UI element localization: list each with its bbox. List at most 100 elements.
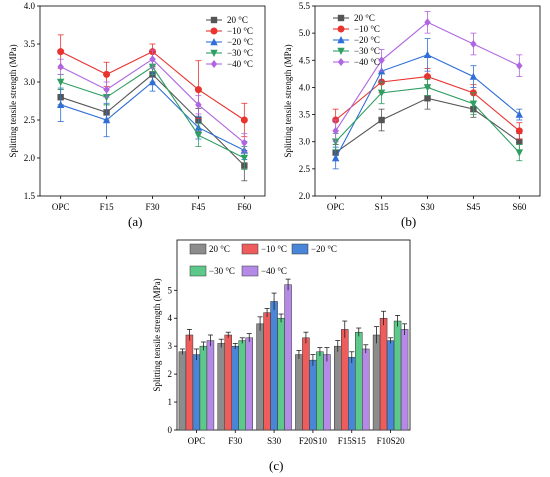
line-chart-b: 2.0 2.5 3.0 3.5 4.0 4.5 5.0 5.5 OPC S15 S30 S45 S60 S… bbox=[283, 1, 541, 212]
bar bbox=[334, 345, 342, 431]
legend: 20 °C −10 °C −20 °C −30 °C −40 °C bbox=[189, 243, 337, 277]
y-tick-label: 0 bbox=[168, 425, 173, 435]
data-point bbox=[57, 62, 64, 71]
legend-marker bbox=[210, 38, 218, 46]
bar bbox=[372, 334, 381, 431]
legend-marker bbox=[210, 27, 218, 35]
legend-label: −20 °C bbox=[227, 37, 253, 47]
series-line bbox=[60, 81, 245, 151]
x-tick-label: S45 bbox=[466, 202, 481, 212]
data-point bbox=[56, 78, 65, 86]
x-tick-label: OPC bbox=[52, 202, 70, 212]
data-point bbox=[516, 61, 523, 70]
bar bbox=[206, 340, 215, 431]
bar bbox=[355, 331, 363, 431]
x-tick-label: F20S10 bbox=[299, 436, 328, 446]
bar bbox=[379, 317, 388, 431]
x-tick-label: OPC bbox=[327, 202, 345, 212]
data-point bbox=[424, 73, 431, 81]
data-point bbox=[241, 138, 248, 147]
bar bbox=[295, 354, 303, 431]
y-tick-label: 3.0 bbox=[24, 77, 36, 87]
panel-label-b: (b) bbox=[401, 214, 417, 229]
chart-panel-c: 0 1 2 3 4 5 OPC F30 S30 F20S10 F15S15 F10S20 Splitti… bbox=[140, 235, 415, 477]
x-tick-label: F60 bbox=[237, 202, 252, 212]
data-point bbox=[470, 40, 477, 48]
bar bbox=[316, 351, 324, 431]
x-tick-label: F15S15 bbox=[338, 436, 367, 446]
y-axis-label: Splitting tensile strength (MPa) bbox=[283, 44, 293, 157]
y-tick-label: 2.5 bbox=[24, 115, 36, 125]
y-tick-label: 3.5 bbox=[299, 110, 311, 120]
bar bbox=[400, 329, 409, 431]
data-point bbox=[194, 86, 202, 94]
y-tick-label: 2.5 bbox=[299, 164, 311, 174]
legend-marker bbox=[337, 36, 345, 44]
legend-marker bbox=[337, 58, 345, 66]
bar bbox=[199, 345, 208, 431]
bar bbox=[217, 343, 225, 431]
data-point bbox=[377, 89, 386, 97]
legend-label: −20 °C bbox=[311, 244, 337, 254]
panel-label-c: (c) bbox=[269, 458, 284, 473]
data-point bbox=[424, 18, 431, 27]
y-tick-label: 4.0 bbox=[299, 82, 311, 92]
data-point bbox=[149, 55, 156, 64]
legend-marker bbox=[337, 47, 345, 55]
legend-marker bbox=[337, 14, 345, 22]
data-point bbox=[423, 50, 432, 59]
legend-label: −30 °C bbox=[354, 46, 380, 56]
y-tick-label: 3 bbox=[168, 341, 173, 351]
data-point bbox=[240, 154, 249, 162]
data-point bbox=[332, 126, 339, 135]
x-tick-label: F30 bbox=[228, 436, 243, 446]
data-point bbox=[469, 100, 478, 108]
data-point bbox=[331, 154, 340, 162]
bar bbox=[185, 334, 194, 431]
legend-marker bbox=[210, 16, 218, 24]
bar bbox=[386, 340, 395, 431]
legend-swatch bbox=[241, 265, 259, 277]
legend-label: 20 °C bbox=[209, 244, 230, 254]
series-3 bbox=[331, 78, 524, 162]
y-tick-label: 2.0 bbox=[299, 191, 311, 201]
x-tick-label: OPC bbox=[188, 436, 206, 446]
legend-label: −10 °C bbox=[227, 26, 253, 36]
legend-label: −40 °C bbox=[261, 266, 287, 276]
legend-marker bbox=[210, 49, 218, 57]
y-tick-label: 3.5 bbox=[24, 39, 36, 49]
legend-swatch bbox=[189, 265, 207, 277]
y-tick-label: 1 bbox=[168, 397, 173, 407]
y-tick-label: 4.5 bbox=[299, 55, 311, 65]
y-tick-label: 5.0 bbox=[299, 28, 311, 38]
data-point bbox=[515, 110, 524, 118]
data-point bbox=[378, 56, 385, 65]
y-axis-label: Splitting tensile strength (MPa) bbox=[152, 278, 162, 391]
legend-swatch bbox=[291, 243, 309, 255]
data-point bbox=[515, 127, 523, 135]
bar bbox=[238, 340, 246, 431]
x-tick-label: S15 bbox=[375, 202, 390, 212]
panel-label-a: (a) bbox=[128, 214, 143, 229]
x-tick-label: S30 bbox=[420, 202, 435, 212]
legend-label: 20 °C bbox=[227, 15, 248, 25]
y-tick-label: 2.0 bbox=[24, 153, 36, 163]
bar bbox=[323, 354, 331, 431]
bar bbox=[263, 312, 271, 431]
bar bbox=[192, 354, 201, 431]
legend-label: −40 °C bbox=[354, 57, 380, 67]
data-point bbox=[516, 138, 523, 145]
bar bbox=[362, 348, 370, 431]
chart-panel-b: 2.0 2.5 3.0 3.5 4.0 4.5 5.0 5.5 OPC S15 S30 S45 S60 S… bbox=[275, 0, 550, 235]
y-tick-label: 4 bbox=[168, 313, 173, 323]
bar-chart-c: 0 1 2 3 4 5 OPC F30 S30 F20S10 F15S15 F10S20 Splitti… bbox=[152, 239, 411, 446]
data-point bbox=[103, 85, 110, 94]
bar bbox=[393, 320, 402, 431]
data-point bbox=[194, 132, 203, 140]
data-point bbox=[515, 149, 524, 157]
x-tick-label: F30 bbox=[145, 202, 160, 212]
bar bbox=[270, 301, 278, 431]
bar bbox=[256, 323, 264, 431]
bar bbox=[302, 337, 310, 431]
data-point bbox=[195, 100, 202, 109]
